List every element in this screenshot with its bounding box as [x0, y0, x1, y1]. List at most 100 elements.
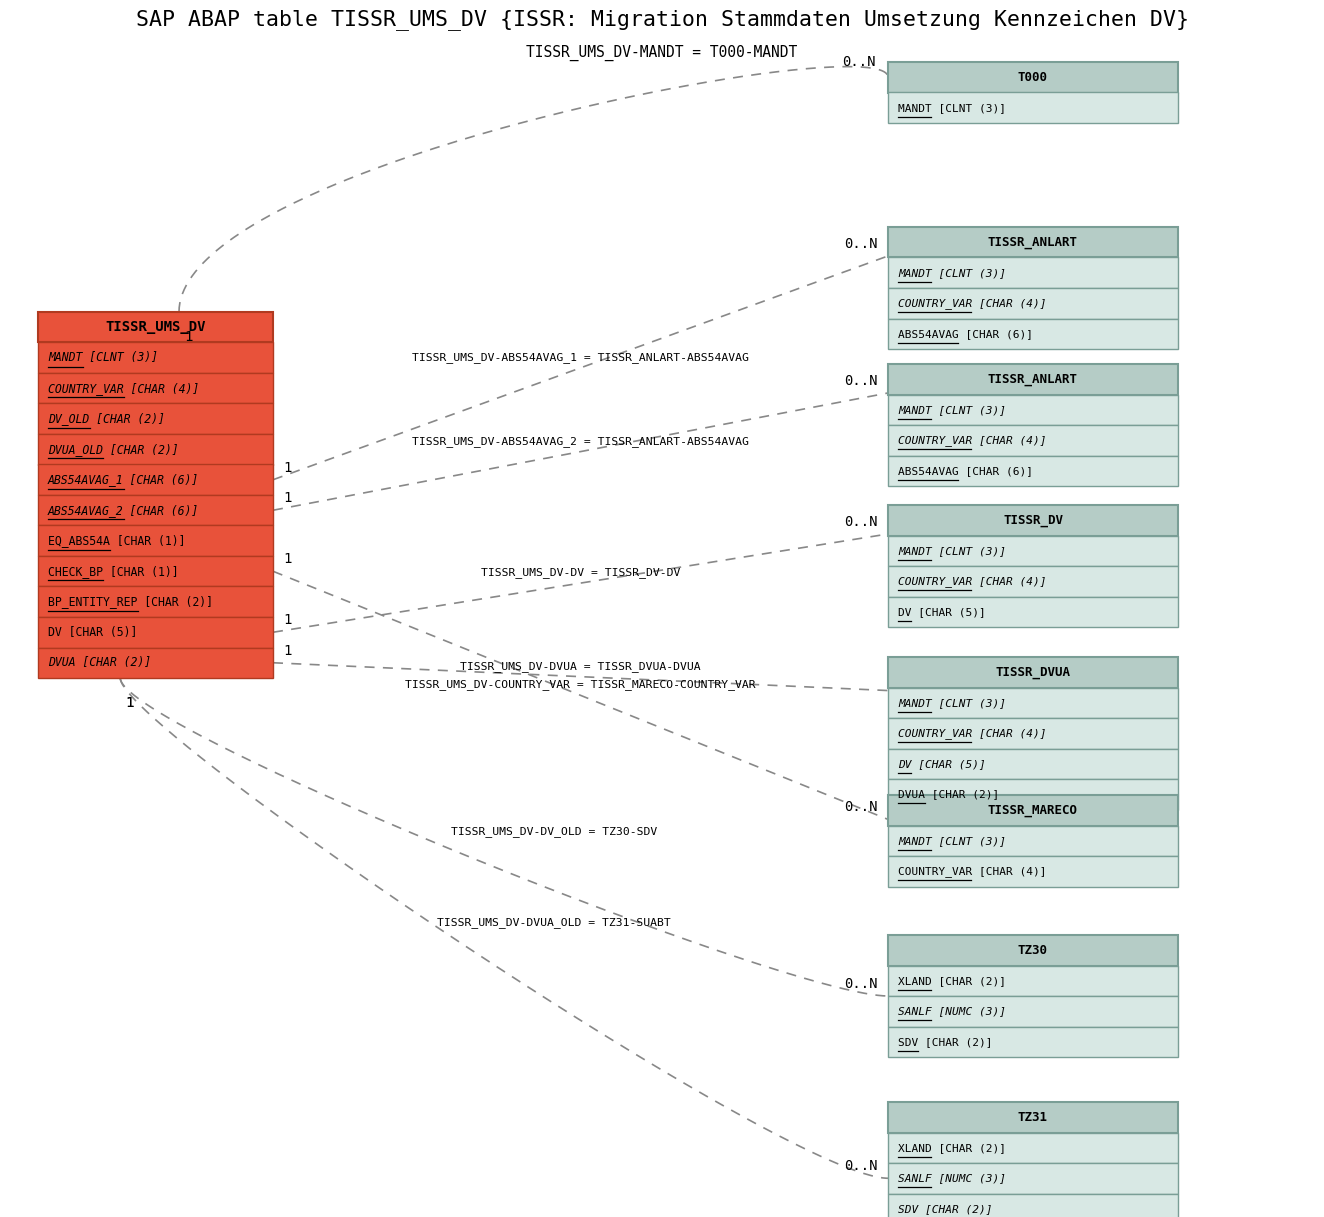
Text: 1: 1	[283, 613, 291, 627]
Text: 1: 1	[184, 330, 192, 344]
Text: MANDT [CLNT (3)]: MANDT [CLNT (3)]	[898, 697, 1006, 708]
Bar	[888, 657, 1178, 688]
Text: MANDT [CLNT (3)]: MANDT [CLNT (3)]	[898, 405, 1006, 415]
Bar	[888, 748, 1178, 779]
Text: SDV [CHAR (2)]: SDV [CHAR (2)]	[898, 1204, 993, 1213]
Bar	[888, 425, 1178, 455]
Bar	[888, 319, 1178, 349]
Text: 0..N: 0..N	[842, 55, 876, 69]
Text: TZ31: TZ31	[1018, 1111, 1049, 1123]
Text: MANDT [CLNT (3)]: MANDT [CLNT (3)]	[48, 352, 158, 364]
Bar	[888, 364, 1178, 394]
Text: COUNTRY_VAR [CHAR (4)]: COUNTRY_VAR [CHAR (4)]	[898, 434, 1046, 445]
Text: TISSR_DV: TISSR_DV	[1004, 514, 1063, 527]
Bar	[38, 526, 273, 556]
Text: 1: 1	[126, 696, 134, 710]
Bar	[888, 1194, 1178, 1217]
Bar	[888, 795, 1178, 825]
Bar	[888, 505, 1178, 535]
Text: MANDT [CLNT (3)]: MANDT [CLNT (3)]	[898, 545, 1006, 556]
Bar	[888, 394, 1178, 425]
Text: SAP ABAP table TISSR_UMS_DV {ISSR: Migration Stammdaten Umsetzung Kennzeichen DV: SAP ABAP table TISSR_UMS_DV {ISSR: Migra…	[135, 9, 1189, 30]
Text: DV_OLD [CHAR (2)]: DV_OLD [CHAR (2)]	[48, 413, 166, 425]
Bar	[38, 404, 273, 434]
Text: DV [CHAR (5)]: DV [CHAR (5)]	[898, 607, 986, 617]
Text: DV [CHAR (5)]: DV [CHAR (5)]	[898, 758, 986, 769]
Bar	[38, 617, 273, 647]
Bar	[38, 587, 273, 617]
Bar	[888, 566, 1178, 596]
Bar	[38, 434, 273, 465]
Bar	[38, 495, 273, 526]
Text: TISSR_UMS_DV-ABS54AVAG_2 = TISSR_ANLART-ABS54AVAG: TISSR_UMS_DV-ABS54AVAG_2 = TISSR_ANLART-…	[412, 436, 749, 447]
Bar	[888, 455, 1178, 486]
Text: T000: T000	[1018, 71, 1049, 84]
Bar	[888, 1163, 1178, 1194]
Text: ABS54AVAG [CHAR (6)]: ABS54AVAG [CHAR (6)]	[898, 466, 1033, 476]
Bar	[38, 556, 273, 587]
Bar	[888, 718, 1178, 748]
Text: MANDT [CLNT (3)]: MANDT [CLNT (3)]	[898, 836, 1006, 846]
Bar	[888, 935, 1178, 965]
Text: 0..N: 0..N	[845, 1160, 878, 1173]
Text: TISSR_UMS_DV-MANDT = T000-MANDT: TISSR_UMS_DV-MANDT = T000-MANDT	[527, 45, 797, 61]
Text: TZ30: TZ30	[1018, 943, 1049, 957]
Bar	[888, 1026, 1178, 1058]
Text: TISSR_UMS_DV-DVUA_OLD = TZ31-SUABT: TISSR_UMS_DV-DVUA_OLD = TZ31-SUABT	[437, 918, 671, 929]
Text: EQ_ABS54A [CHAR (1)]: EQ_ABS54A [CHAR (1)]	[48, 534, 185, 548]
Bar	[38, 372, 273, 404]
Text: 1: 1	[283, 461, 291, 475]
Bar	[888, 258, 1178, 288]
Text: TISSR_UMS_DV-DVUA = TISSR_DVUA-DVUA: TISSR_UMS_DV-DVUA = TISSR_DVUA-DVUA	[461, 661, 700, 672]
Bar	[888, 965, 1178, 996]
Text: 0..N: 0..N	[845, 977, 878, 991]
Text: DVUA_OLD [CHAR (2)]: DVUA_OLD [CHAR (2)]	[48, 443, 179, 455]
Text: TISSR_UMS_DV-ABS54AVAG_1 = TISSR_ANLART-ABS54AVAG: TISSR_UMS_DV-ABS54AVAG_1 = TISSR_ANLART-…	[412, 352, 749, 363]
Bar	[888, 228, 1178, 258]
Text: DVUA [CHAR (2)]: DVUA [CHAR (2)]	[48, 656, 151, 669]
Bar	[38, 342, 273, 372]
Bar	[888, 856, 1178, 886]
Text: COUNTRY_VAR [CHAR (4)]: COUNTRY_VAR [CHAR (4)]	[48, 382, 199, 394]
Bar	[888, 92, 1178, 123]
Bar	[888, 535, 1178, 566]
Bar	[888, 288, 1178, 319]
Text: BP_ENTITY_REP [CHAR (2)]: BP_ENTITY_REP [CHAR (2)]	[48, 595, 213, 608]
Text: TISSR_UMS_DV: TISSR_UMS_DV	[105, 320, 205, 335]
Text: 1: 1	[283, 553, 291, 566]
Text: ABS54AVAG [CHAR (6)]: ABS54AVAG [CHAR (6)]	[898, 329, 1033, 338]
Text: 0..N: 0..N	[845, 515, 878, 529]
Text: MANDT [CLNT (3)]: MANDT [CLNT (3)]	[898, 102, 1006, 113]
Text: ABS54AVAG_1 [CHAR (6)]: ABS54AVAG_1 [CHAR (6)]	[48, 473, 199, 487]
Text: 1: 1	[283, 492, 291, 505]
Text: SANLF [NUMC (3)]: SANLF [NUMC (3)]	[898, 1006, 1006, 1016]
Text: COUNTRY_VAR [CHAR (4)]: COUNTRY_VAR [CHAR (4)]	[898, 576, 1046, 587]
Text: TISSR_ANLART: TISSR_ANLART	[988, 236, 1078, 248]
Text: COUNTRY_VAR [CHAR (4)]: COUNTRY_VAR [CHAR (4)]	[898, 865, 1046, 876]
Text: COUNTRY_VAR [CHAR (4)]: COUNTRY_VAR [CHAR (4)]	[898, 298, 1046, 309]
Text: 1: 1	[126, 696, 134, 710]
Text: 0..N: 0..N	[845, 374, 878, 388]
Text: 1: 1	[283, 644, 291, 657]
Bar	[888, 62, 1178, 92]
Text: 0..N: 0..N	[845, 237, 878, 251]
Bar	[888, 1133, 1178, 1163]
Bar	[888, 1103, 1178, 1133]
Text: MANDT [CLNT (3)]: MANDT [CLNT (3)]	[898, 268, 1006, 277]
Bar	[38, 465, 273, 495]
Text: XLAND [CHAR (2)]: XLAND [CHAR (2)]	[898, 976, 1006, 986]
Text: 0..N: 0..N	[845, 801, 878, 814]
Text: TISSR_UMS_DV-DV = TISSR_DV-DV: TISSR_UMS_DV-DV = TISSR_DV-DV	[481, 567, 681, 578]
Text: XLAND [CHAR (2)]: XLAND [CHAR (2)]	[898, 1143, 1006, 1152]
Text: SANLF [NUMC (3)]: SANLF [NUMC (3)]	[898, 1173, 1006, 1183]
Text: TISSR_UMS_DV-COUNTRY_VAR = TISSR_MARECO-COUNTRY_VAR: TISSR_UMS_DV-COUNTRY_VAR = TISSR_MARECO-…	[405, 679, 756, 690]
Text: SDV [CHAR (2)]: SDV [CHAR (2)]	[898, 1037, 993, 1047]
Bar	[888, 596, 1178, 627]
Text: DVUA [CHAR (2)]: DVUA [CHAR (2)]	[898, 790, 1000, 800]
Text: CHECK_BP [CHAR (1)]: CHECK_BP [CHAR (1)]	[48, 565, 179, 578]
Bar	[888, 779, 1178, 809]
Bar	[38, 312, 273, 342]
Bar	[888, 825, 1178, 856]
Text: ABS54AVAG_2 [CHAR (6)]: ABS54AVAG_2 [CHAR (6)]	[48, 504, 199, 517]
Text: TISSR_ANLART: TISSR_ANLART	[988, 372, 1078, 386]
